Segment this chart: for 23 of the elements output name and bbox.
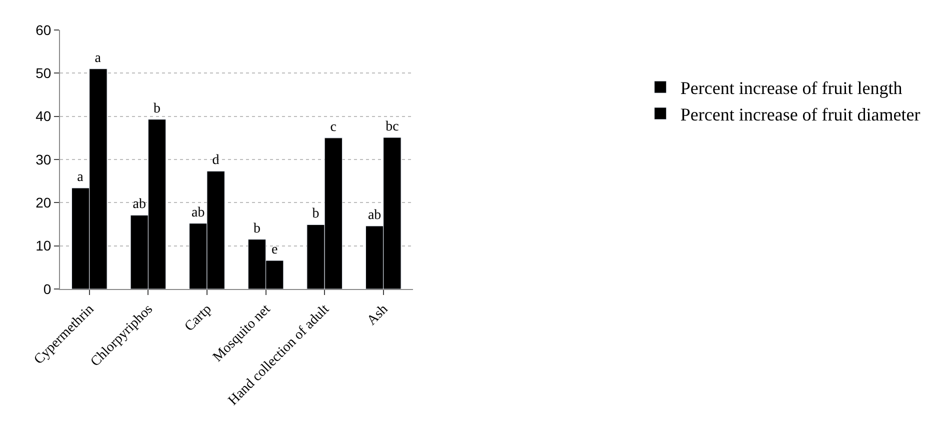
y-tick-label: 30 [36,151,52,168]
y-tick-label: 40 [36,108,52,124]
data-label: e [272,242,278,258]
data-label: b [253,221,260,236]
data-label: ab [192,205,205,220]
data-label: b [154,101,161,116]
y-tick-label: 10 [36,238,52,254]
legend-label: Percent increase of fruit diameter [680,104,920,124]
data-label: a [77,170,84,185]
y-tick-label: 20 [36,194,52,211]
data-label: c [330,120,337,135]
legend-label: Percent increase of fruit length [680,78,902,98]
y-tick-label: 0 [43,280,52,297]
data-label: bc [386,119,399,134]
data-label: ab [132,197,146,212]
x-tick-label: Ash [364,302,392,329]
y-tick-label: 60 [36,22,52,38]
data-label: a [94,50,102,66]
data-label: d [212,153,220,168]
x-tick-label: Cartp [182,302,215,335]
data-label: b [312,206,320,222]
data-label: ab [368,208,382,223]
y-tick-label: 50 [36,65,52,82]
